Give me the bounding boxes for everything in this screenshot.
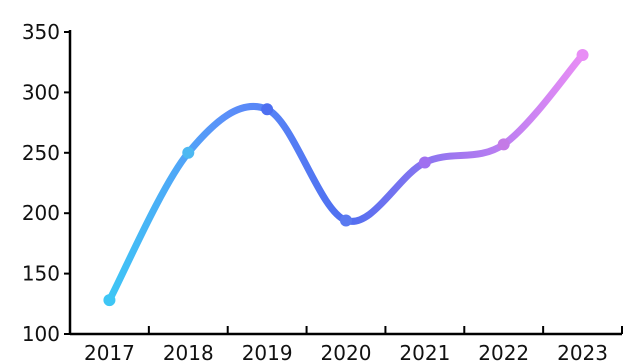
axes — [68, 30, 622, 336]
data-point — [576, 48, 589, 61]
y-tick-label: 150 — [22, 262, 60, 286]
x-tick-label: 2020 — [321, 341, 372, 364]
x-tick-label: 2023 — [557, 341, 608, 364]
data-point — [340, 214, 352, 227]
data-point — [497, 138, 510, 151]
x-tick-label: 2017 — [84, 341, 135, 364]
x-tick-label: 2019 — [242, 341, 293, 364]
x-tick-label: 2022 — [478, 341, 529, 364]
y-tick-label: 350 — [22, 20, 60, 44]
y-tick-label: 250 — [22, 141, 60, 165]
x-axis-ticks: 2017 2018 2019 2020 2021 2022 2023 — [84, 326, 623, 364]
series-group — [103, 48, 589, 307]
x-tick-label: 2018 — [163, 341, 214, 364]
x-tick-label: 2021 — [399, 341, 450, 364]
data-point — [103, 294, 116, 307]
data-point — [418, 156, 431, 169]
y-axis-ticks: 100 150 200 250 300 350 — [22, 20, 70, 346]
y-tick-label: 300 — [22, 80, 60, 104]
y-tick-label: 200 — [22, 201, 60, 225]
series-line — [105, 51, 587, 304]
data-point — [261, 103, 274, 116]
y-tick-label: 100 — [22, 322, 60, 346]
data-point — [182, 146, 195, 159]
